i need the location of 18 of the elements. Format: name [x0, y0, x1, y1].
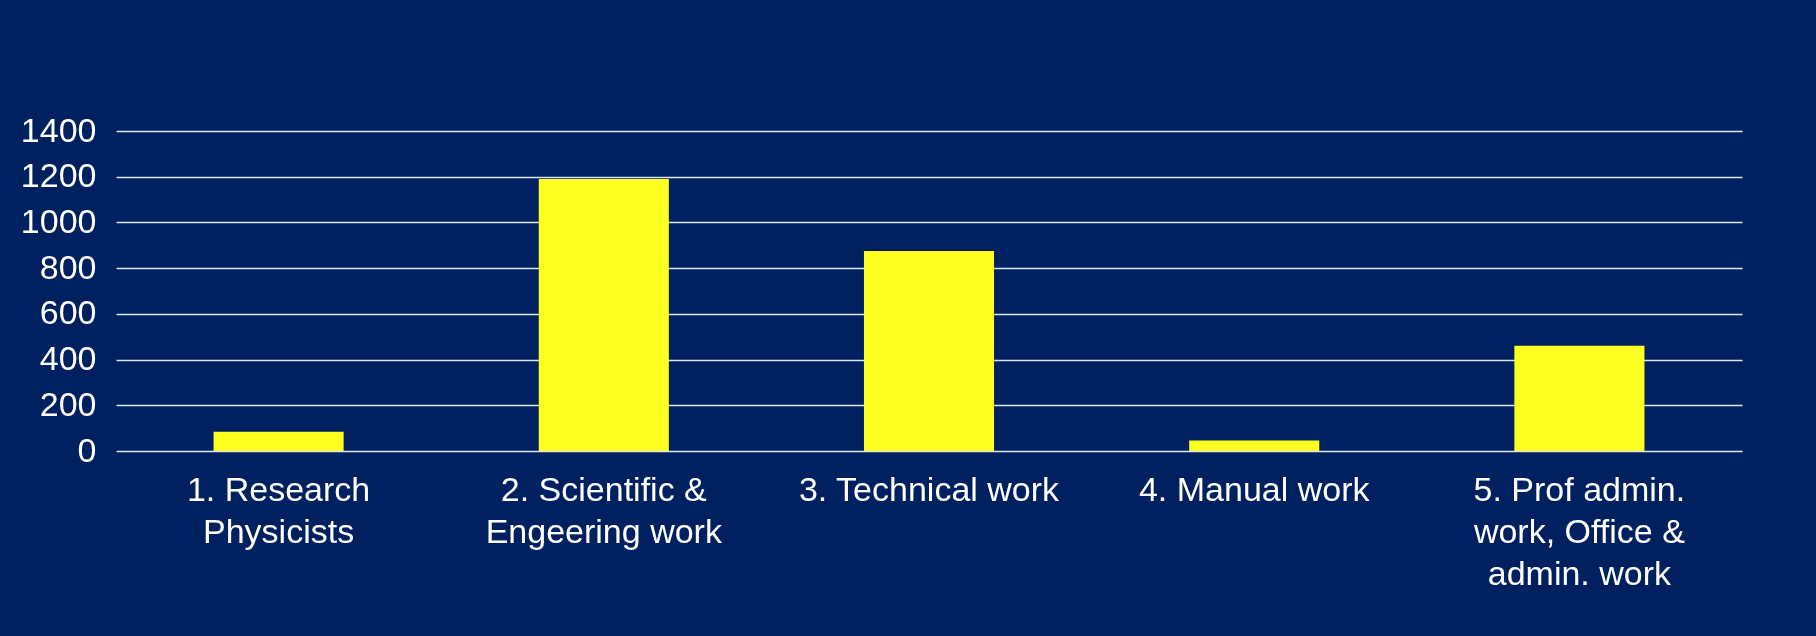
bar	[863, 251, 995, 451]
y-tick-label: 1000	[20, 201, 97, 240]
y-tick-label: 800	[39, 247, 97, 286]
x-tick-label: 5. Prof admin. work, Office & admin. work	[1472, 469, 1686, 592]
x-tick-label: 1. Research Physicists	[186, 469, 371, 550]
x-tick-label: 2. Scientific & Engeering work	[485, 469, 723, 550]
x-tick-label: 3. Technical work	[798, 469, 1061, 508]
y-tick-label: 600	[39, 293, 97, 332]
bar	[1189, 440, 1320, 451]
bar	[1514, 345, 1645, 451]
y-tick-label: 0	[77, 430, 97, 469]
y-tick-label: 1200	[20, 156, 97, 195]
y-tick-label: 400	[39, 339, 97, 378]
bar	[213, 431, 344, 451]
x-tick-label: 4. Manual work	[1138, 469, 1371, 508]
y-tick-label: 200	[39, 384, 97, 423]
y-tick-label: 1400	[20, 110, 97, 149]
bar	[538, 179, 669, 451]
